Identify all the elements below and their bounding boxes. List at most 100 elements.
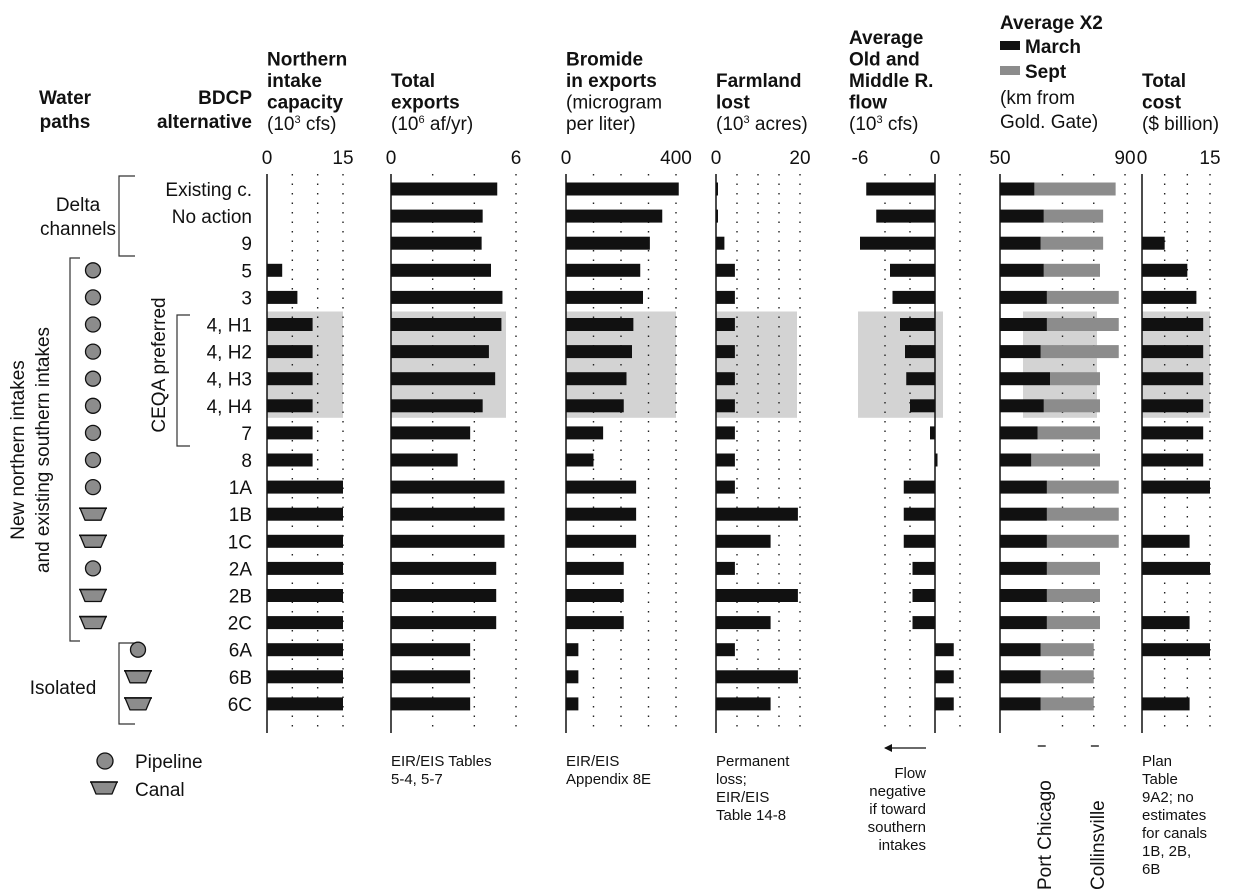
data-bar [566, 263, 641, 277]
tick-label: -6 [852, 148, 869, 169]
pipeline-icon [84, 262, 102, 279]
panel-unit: (103 cfs) [267, 114, 336, 135]
data-bar [1142, 236, 1165, 250]
data-bar [1142, 453, 1204, 467]
x2-sept-bar [1046, 290, 1119, 304]
x2-sept-bar [1050, 372, 1100, 386]
legend-swatch-sept [1000, 66, 1020, 75]
panel-unit: ($ billion) [1142, 114, 1219, 135]
data-bar [876, 209, 935, 223]
data-bar [566, 697, 579, 711]
data-bar [1142, 345, 1204, 359]
panel-note: Table 14-8 [716, 807, 786, 824]
data-bar [1142, 290, 1197, 304]
row-label: 4, H2 [207, 343, 252, 364]
x2-sept-bar [1043, 209, 1104, 223]
panel-unit: (106 af/yr) [391, 114, 473, 135]
x2-sept-bar [1046, 318, 1119, 331]
x2-march-bar [1000, 372, 1050, 386]
x2-march-bar [1000, 534, 1047, 548]
panel-note: estimates [1142, 807, 1206, 824]
delta-bracket [118, 175, 135, 257]
x2-sept-bar [1040, 670, 1094, 684]
new-intakes-label: New northern intakes [8, 360, 29, 540]
data-bar [267, 345, 313, 359]
x2-sept-bar [1034, 182, 1116, 196]
data-bar [391, 209, 483, 223]
row-label: 9 [241, 234, 252, 255]
tick-label: 6 [511, 148, 522, 169]
x2-march-bar [1000, 182, 1035, 196]
x2-sept-bar [1043, 263, 1100, 277]
data-bar [566, 236, 650, 250]
tick-label: 50 [989, 148, 1010, 169]
x2-march-bar [1000, 399, 1044, 413]
data-bar [267, 697, 343, 711]
panel-title: cost [1142, 93, 1182, 114]
canal-icon [79, 534, 107, 548]
panel-note: 1B, 2B, [1142, 843, 1191, 860]
data-bar [267, 507, 343, 521]
panel-title: Middle R. [849, 71, 933, 92]
panel-unit: (km from [1000, 88, 1075, 109]
panel-title: intake [267, 71, 322, 92]
tick-label: 0 [711, 148, 722, 169]
data-bar [267, 616, 343, 630]
data-bar [566, 480, 637, 494]
row-label: 1C [228, 532, 252, 553]
data-bar [1142, 534, 1190, 548]
row-label: 3 [241, 288, 252, 309]
data-bar [267, 263, 283, 277]
data-bar [566, 209, 663, 223]
data-bar [716, 182, 718, 196]
data-bar [566, 318, 634, 331]
isolated-label: Isolated [30, 678, 97, 699]
data-bar [391, 507, 505, 521]
x2-march-bar [1000, 263, 1044, 277]
delta-channels-label: Delta [56, 195, 101, 216]
row-label: 7 [241, 424, 252, 445]
data-bar [267, 290, 298, 304]
data-bar [566, 561, 624, 575]
data-bar [910, 399, 935, 413]
panel-title: Bromide [566, 50, 643, 71]
data-bar [1142, 372, 1204, 386]
data-bar [912, 561, 935, 575]
row-label: 6C [228, 695, 252, 716]
data-bar [716, 589, 798, 602]
ceqa-bracket [176, 314, 190, 447]
panel-note: Table [1142, 771, 1178, 788]
x2-sept-bar [1046, 507, 1119, 521]
x2-sept-bar [1040, 643, 1094, 657]
row-label: 2B [229, 587, 252, 608]
data-bar [906, 372, 935, 386]
legend-march-label: March [1025, 37, 1081, 58]
row-label: 2C [228, 614, 252, 635]
data-bar [716, 399, 735, 413]
panel-note: Appendix 8E [566, 771, 651, 788]
panel-title: Farmland [716, 71, 802, 92]
pipeline-icon [96, 752, 114, 770]
pipeline-icon [84, 451, 102, 469]
data-bar [566, 507, 637, 521]
data-bar [566, 182, 679, 196]
data-bar [566, 616, 624, 630]
data-bar [1142, 561, 1210, 575]
x2-sept-bar [1043, 399, 1100, 413]
data-bar [903, 534, 935, 548]
data-bar [900, 318, 935, 331]
data-bar [566, 399, 624, 413]
tick-label: 0 [561, 148, 572, 169]
x2-sept-bar [1046, 561, 1100, 575]
panel-note: if toward [869, 801, 926, 818]
row-label: 1B [229, 505, 252, 526]
tick-label: 0 [386, 148, 397, 169]
data-bar [391, 182, 498, 196]
header-water-paths: Water [39, 88, 92, 109]
panel-title: Average [849, 28, 923, 49]
data-bar [391, 616, 497, 630]
data-bar [716, 290, 735, 304]
data-bar [716, 480, 735, 494]
data-bar [391, 589, 497, 602]
data-bar [905, 345, 935, 359]
